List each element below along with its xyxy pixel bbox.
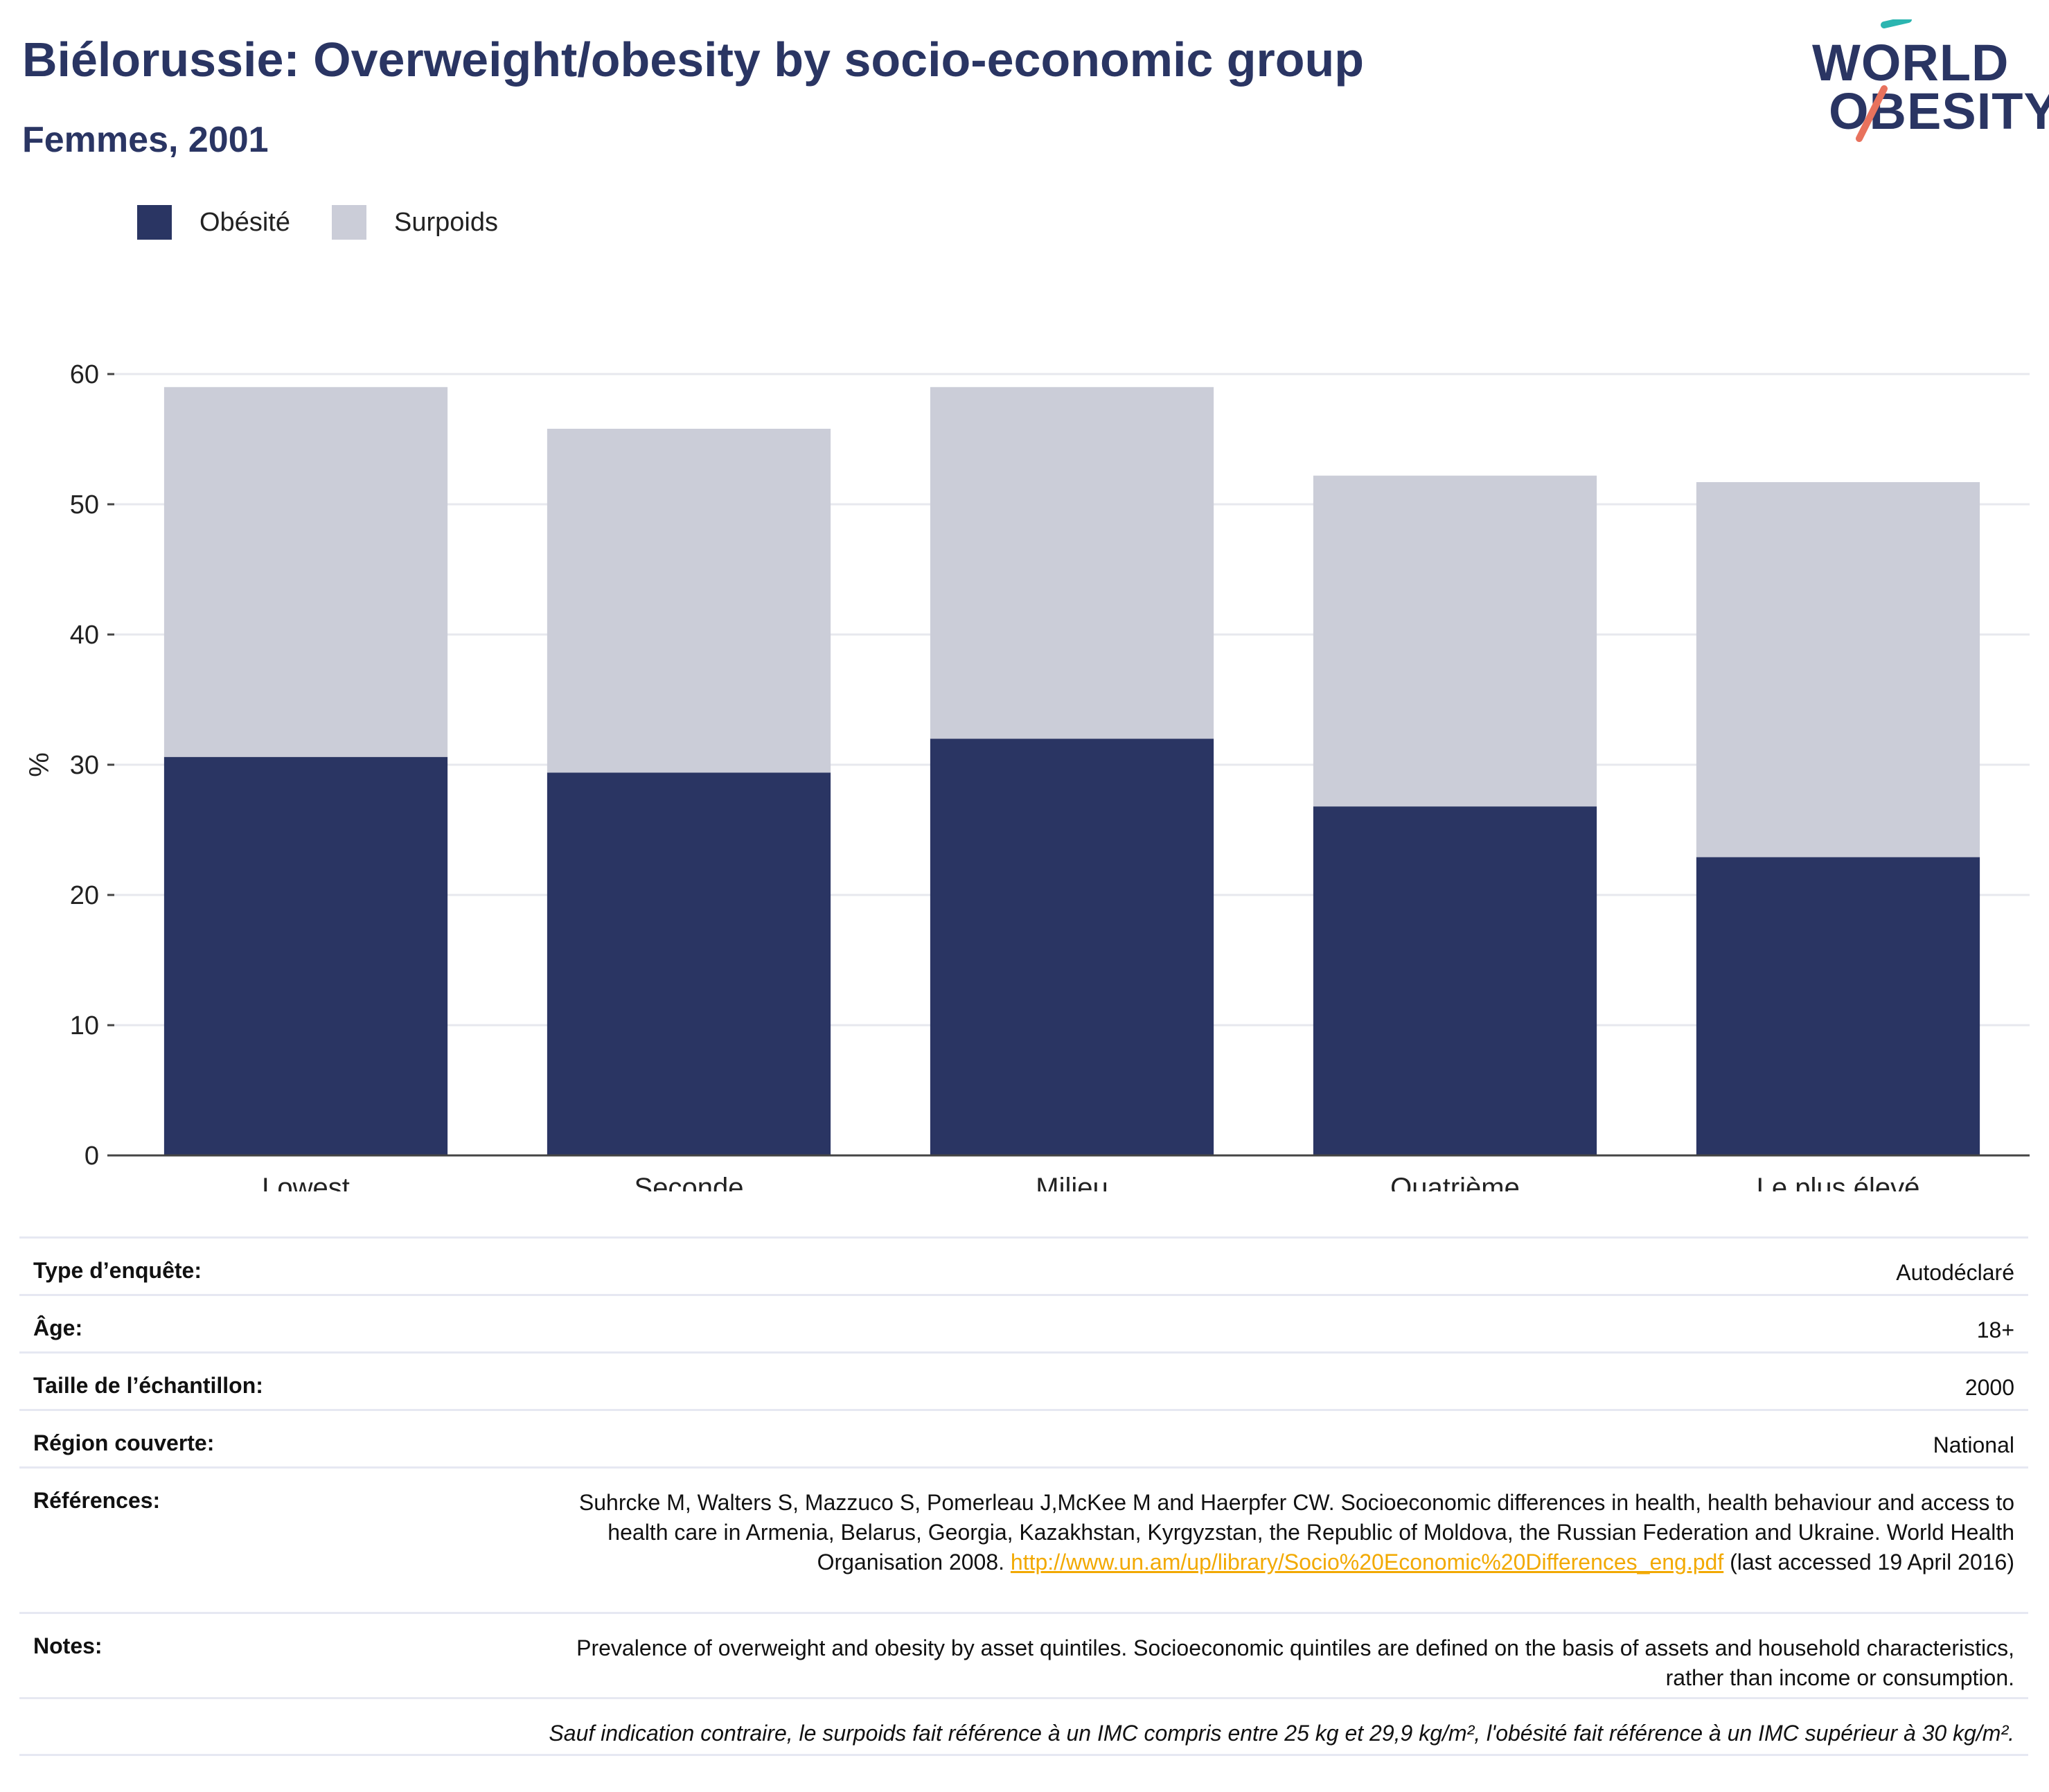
bar-ob-sit--1: [547, 772, 831, 1155]
y-tick-label: 10: [70, 1011, 99, 1040]
bar-ob-sit--3: [1313, 806, 1597, 1155]
legend-label-surpoids: Surpoids: [393, 207, 498, 237]
bar-surpoids-4: [1696, 482, 1980, 858]
row-sample-size: Taille de l’échantillon: 2000: [19, 1351, 2028, 1409]
row-region: Région couverte: National: [19, 1409, 2028, 1466]
legend-swatch-obesite: [137, 205, 172, 240]
y-tick-label: 50: [70, 490, 99, 520]
y-tick-label: 20: [70, 881, 99, 910]
row-notes: Notes: Prevalence of overweight and obes…: [19, 1612, 2028, 1697]
region-label: Région couverte:: [33, 1430, 215, 1455]
y-tick-label: 40: [70, 621, 99, 650]
region-value: National: [1933, 1432, 2014, 1457]
legend-label-obesite: Obésité: [199, 207, 290, 237]
logo-slash-icon: [1856, 19, 1912, 142]
references-label: Références:: [33, 1488, 161, 1513]
legend-item-obesite: Obésité: [137, 205, 290, 240]
sample-size-value: 2000: [1964, 1375, 2014, 1400]
x-tick-label: Lowest: [262, 1173, 350, 1191]
metadata-table: Type d’enquête: Autodéclaré Âge: 18+ Tai…: [19, 1236, 2028, 1756]
survey-type-label: Type d’enquête:: [33, 1258, 202, 1283]
x-tick-label: Le plus élevé: [1757, 1173, 1920, 1191]
x-tick-label: Seconde: [635, 1173, 744, 1191]
bar-surpoids-0: [163, 387, 448, 757]
bar-ob-sit--4: [1696, 857, 1980, 1155]
world-obesity-logo: WORLD OBESITY: [1801, 19, 2049, 151]
y-tick-label: 0: [85, 1142, 99, 1171]
bar-ob-sit--0: [163, 756, 448, 1155]
legend-swatch-surpoids: [331, 205, 366, 240]
y-tick-label: 30: [70, 751, 99, 780]
notes-label: Notes:: [33, 1633, 103, 1658]
bar-ob-sit--2: [930, 738, 1214, 1155]
footnote-text: Sauf indication contraire, le surpoids f…: [549, 1721, 2014, 1746]
references-accessed: (last accessed 19 April 2016): [1723, 1550, 2014, 1574]
row-references: Références: Suhrcke M, Walters S, Mazzuc…: [19, 1466, 2028, 1612]
row-age: Âge: 18+: [19, 1294, 2028, 1351]
logo-line-1: WORLD: [1812, 34, 2010, 91]
bar-surpoids-3: [1313, 475, 1597, 807]
bar-chart: 0 10 20 30 40 50 60% Lowest Seconde Milieu Quatriè…: [24, 360, 2030, 1191]
x-tick-label: Quatrième: [1390, 1173, 1520, 1191]
survey-type-value: Autodéclaré: [1896, 1260, 2014, 1285]
sample-size-label: Taille de l’échantillon:: [33, 1373, 263, 1398]
age-value: 18+: [1976, 1318, 2014, 1342]
chart-legend: Obésité Surpoids: [137, 205, 540, 240]
notes-value: Prevalence of overweight and obesity by …: [576, 1635, 2014, 1690]
references-text: Suhrcke M, Walters S, Mazzuco S, Pomerle…: [578, 1490, 2014, 1574]
references-value: Suhrcke M, Walters S, Mazzuco S, Pomerle…: [532, 1469, 2028, 1612]
bar-surpoids-2: [930, 387, 1214, 739]
y-axis-title: %: [24, 752, 55, 777]
chart-title: Biélorussie: Overweight/obesity by socio…: [22, 33, 1365, 87]
row-footnote: Sauf indication contraire, le surpoids f…: [19, 1697, 2028, 1756]
row-survey-type: Type d’enquête: Autodéclaré: [19, 1236, 2028, 1294]
references-link[interactable]: http://www.un.am/up/library/Socio%20Econ…: [1010, 1550, 1724, 1574]
y-tick-label: 60: [70, 360, 99, 389]
legend-item-surpoids: Surpoids: [331, 205, 498, 240]
age-label: Âge:: [33, 1315, 83, 1340]
chart-subtitle: Femmes, 2001: [22, 120, 269, 160]
x-tick-label: Milieu: [1036, 1173, 1108, 1191]
bar-surpoids-1: [547, 428, 831, 773]
